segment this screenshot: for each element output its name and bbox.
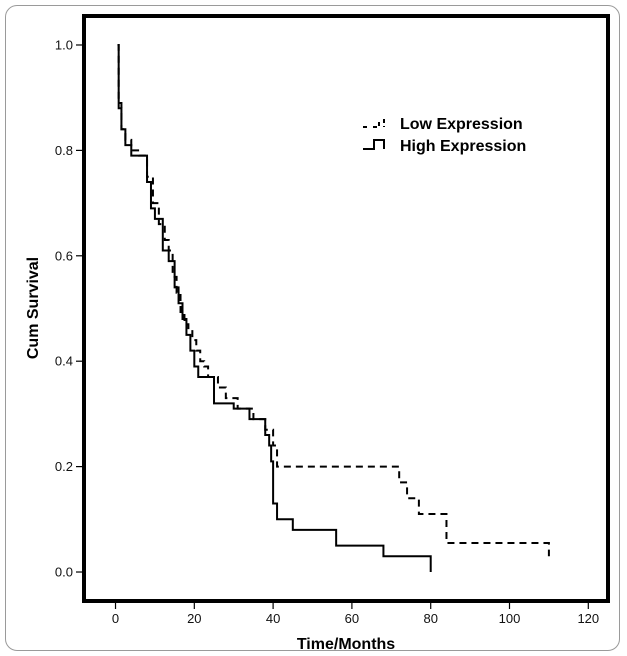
survival-chart: 0 20 40 60 80 100 120 0.0 0.2 0.4 0.6 0.8 1.0 Time/…	[25, 14, 610, 652]
y-axis-ticks: 0.0 0.2 0.4 0.6 0.8 1.0	[55, 37, 82, 580]
x-axis-title: Time/Months	[297, 636, 395, 652]
x-tick-label: 40	[266, 611, 280, 626]
y-tick-label: 0.2	[55, 459, 73, 474]
y-tick-label: 0.0	[55, 565, 73, 580]
series-line-high-expression	[117, 43, 432, 573]
x-tick-label: 120	[577, 611, 599, 626]
legend-swatch-high-expression	[363, 139, 385, 150]
legend-swatch-low-expression	[363, 119, 385, 128]
x-tick-label: 80	[423, 611, 437, 626]
y-axis-title: Cum Survival	[25, 257, 42, 359]
x-tick-label: 0	[112, 611, 119, 626]
y-tick-label: 1.0	[55, 37, 73, 52]
series-layer	[117, 43, 550, 573]
x-tick-label: 60	[345, 611, 359, 626]
legend-label-high-expression: High Expression	[400, 138, 526, 155]
x-tick-label: 20	[187, 611, 201, 626]
x-tick-label: 100	[499, 611, 521, 626]
y-tick-label: 0.6	[55, 248, 73, 263]
y-tick-label: 0.4	[55, 354, 73, 369]
plot-area-border	[82, 14, 610, 603]
legend: Low Expression High Expression	[363, 116, 526, 155]
legend-label-low-expression: Low Expression	[400, 116, 523, 133]
y-tick-label: 0.8	[55, 143, 73, 158]
figure-frame: 0 20 40 60 80 100 120 0.0 0.2 0.4 0.6 0.8 1.0 Time/…	[5, 5, 620, 652]
x-axis-ticks: 0 20 40 60 80 100 120	[112, 603, 599, 626]
